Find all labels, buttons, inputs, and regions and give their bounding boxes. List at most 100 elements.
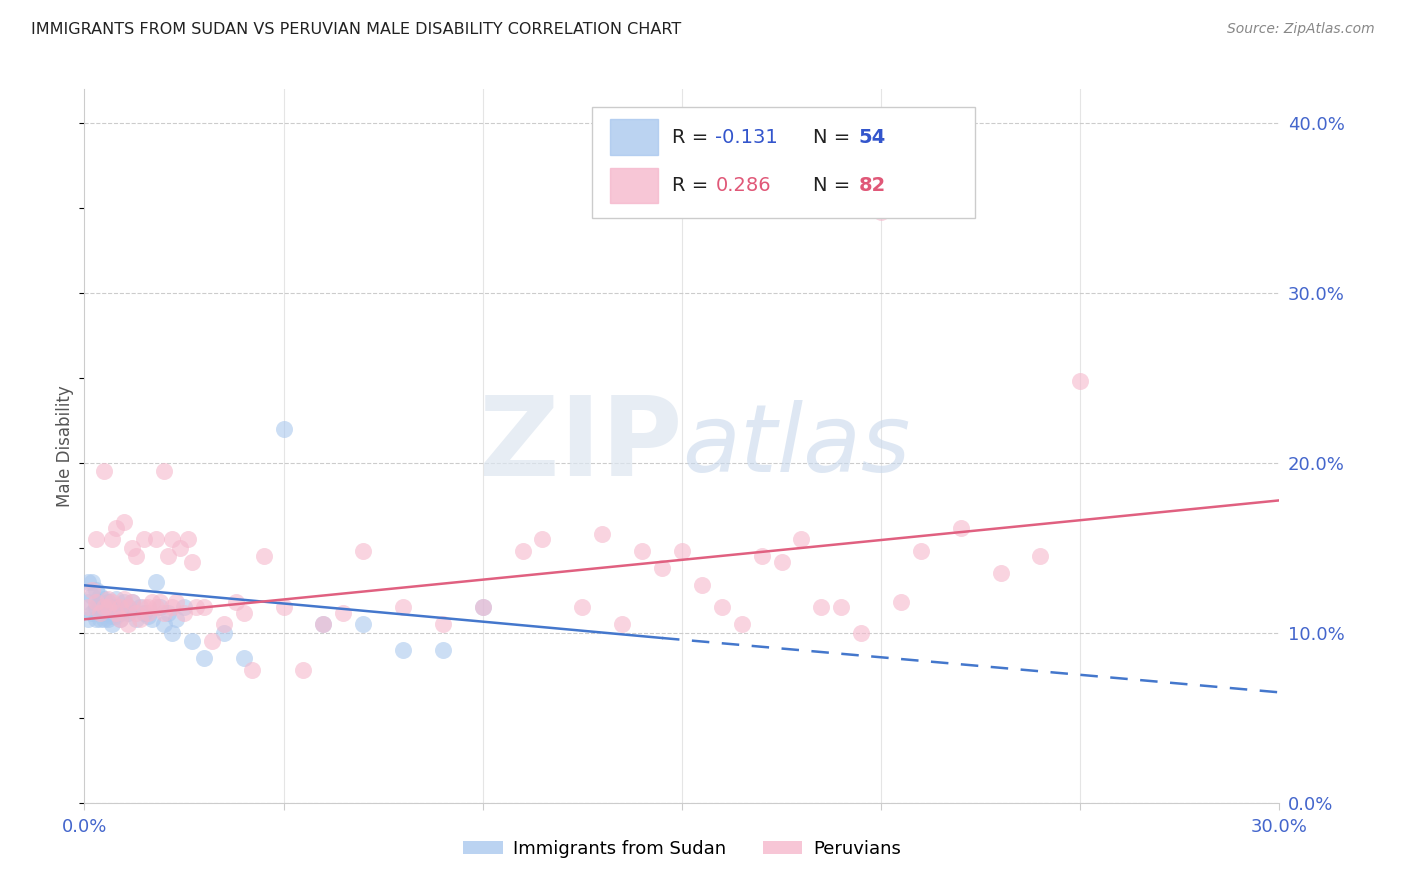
Point	[141, 612, 163, 626]
Point	[690, 578, 713, 592]
Point	[105, 591, 128, 606]
Point	[181, 634, 204, 648]
Point	[89, 600, 111, 615]
Point	[153, 617, 176, 632]
Point	[89, 612, 111, 626]
Point	[392, 600, 415, 615]
Point	[232, 606, 254, 620]
Point	[82, 606, 104, 620]
Point	[145, 600, 167, 615]
Point	[110, 612, 132, 626]
Point	[184, 600, 207, 615]
Point	[86, 583, 108, 598]
Point	[432, 617, 454, 632]
Point	[132, 533, 156, 547]
Text: N =: N =	[814, 128, 856, 146]
Point	[177, 533, 200, 547]
Point	[173, 600, 195, 615]
Point	[160, 600, 183, 615]
Point	[136, 600, 159, 615]
Point	[77, 600, 100, 615]
Point	[89, 589, 111, 603]
Point	[160, 533, 183, 547]
Point	[512, 544, 534, 558]
Text: R =: R =	[672, 176, 714, 195]
Point	[352, 617, 374, 632]
Bar	[610, 168, 658, 203]
Point	[165, 595, 187, 609]
Point	[112, 591, 135, 606]
Point	[173, 606, 195, 620]
Point	[101, 608, 124, 623]
Point	[890, 595, 912, 609]
Point	[132, 606, 156, 620]
Point	[101, 600, 124, 615]
Point	[612, 617, 634, 632]
Point	[990, 566, 1012, 581]
Text: R =: R =	[672, 128, 714, 146]
Point	[253, 549, 276, 564]
Point	[212, 617, 235, 632]
Point	[240, 663, 263, 677]
Point	[165, 612, 187, 626]
Point	[125, 606, 148, 620]
Point	[77, 612, 100, 626]
Point	[117, 617, 139, 632]
Point	[870, 204, 893, 219]
Point	[851, 626, 873, 640]
Point	[181, 555, 204, 569]
Point	[169, 541, 191, 555]
Point	[141, 595, 163, 609]
Point	[731, 617, 754, 632]
Point	[77, 595, 100, 609]
Point	[129, 600, 152, 615]
Point	[82, 574, 104, 589]
Point	[193, 600, 215, 615]
Point	[101, 533, 124, 547]
Point	[232, 651, 254, 665]
Point	[125, 612, 148, 626]
Point	[97, 591, 120, 606]
Point	[101, 617, 124, 632]
Point	[93, 600, 115, 615]
Point	[89, 606, 111, 620]
Point	[112, 595, 135, 609]
Point	[117, 600, 139, 615]
Text: IMMIGRANTS FROM SUDAN VS PERUVIAN MALE DISABILITY CORRELATION CHART: IMMIGRANTS FROM SUDAN VS PERUVIAN MALE D…	[31, 22, 681, 37]
Point	[591, 527, 613, 541]
Y-axis label: Male Disability: Male Disability	[56, 385, 75, 507]
Point	[110, 612, 132, 626]
Point	[93, 591, 115, 606]
Point	[710, 600, 733, 615]
Point	[770, 555, 793, 569]
Point	[910, 544, 932, 558]
Point	[471, 600, 494, 615]
Point	[129, 612, 152, 626]
Point	[136, 606, 159, 620]
Point	[273, 600, 295, 615]
FancyBboxPatch shape	[592, 107, 974, 218]
Point	[112, 516, 135, 530]
Point	[157, 549, 180, 564]
Point	[751, 549, 773, 564]
Text: 54: 54	[859, 128, 886, 146]
Point	[97, 600, 120, 615]
Point	[101, 595, 124, 609]
Point	[531, 533, 554, 547]
Point	[790, 533, 813, 547]
Point	[157, 606, 180, 620]
Point	[112, 604, 135, 618]
Point	[225, 595, 247, 609]
Point	[145, 533, 167, 547]
Point	[132, 600, 156, 615]
Point	[651, 561, 673, 575]
Text: Source: ZipAtlas.com: Source: ZipAtlas.com	[1227, 22, 1375, 37]
Point	[332, 606, 354, 620]
Point	[312, 617, 335, 632]
Point	[810, 600, 832, 615]
Point	[97, 595, 120, 609]
Point	[93, 600, 115, 615]
Text: ZIP: ZIP	[478, 392, 682, 500]
Point	[121, 595, 143, 609]
Bar	[610, 120, 658, 155]
